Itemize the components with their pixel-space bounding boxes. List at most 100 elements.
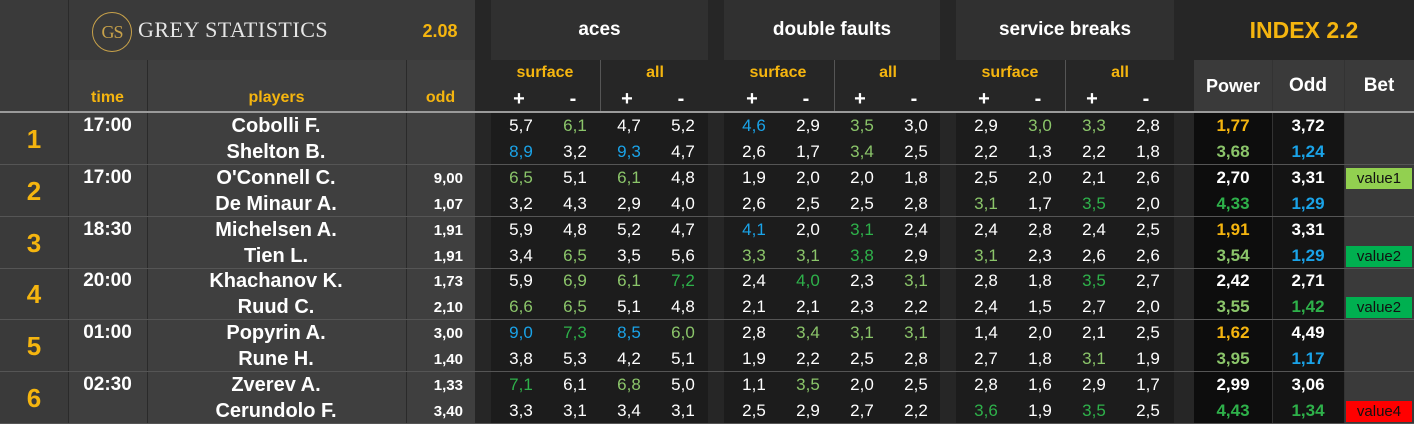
divider (1344, 60, 1345, 424)
index-odd-value: 3,31 (1291, 220, 1325, 239)
divider (406, 60, 407, 424)
match-number: 4 (26, 278, 42, 309)
index-odd-value: 4,49 (1291, 323, 1325, 342)
stat-value: 1,9 (1028, 401, 1052, 420)
divider (1272, 60, 1273, 424)
stat-value: 4,2 (617, 349, 641, 368)
stat-value: 3,3 (509, 401, 533, 420)
stat-value: 2,9 (904, 246, 928, 265)
player-odd: 1,40 (433, 350, 463, 368)
stat-value: 2,5 (1136, 220, 1160, 239)
stat-value: 5,0 (671, 375, 695, 394)
stat-value: 6,1 (617, 168, 641, 187)
player-name: Cobolli F. (231, 114, 321, 137)
stat-value: 1,3 (1028, 142, 1052, 161)
stat-value: 7,2 (671, 271, 695, 290)
power-value: 3,54 (1216, 246, 1250, 265)
row-divider (0, 319, 1414, 320)
player-odd: 1,73 (433, 272, 463, 290)
power-value: 4,43 (1216, 401, 1250, 420)
col-odd: odd (425, 89, 456, 106)
player-odd: 2,10 (433, 298, 463, 316)
stat-value: 9,0 (509, 323, 533, 342)
stat-value: 4,3 (563, 194, 587, 213)
player-name: Cerundolo F. (215, 399, 337, 422)
stat-value: 3,6 (974, 401, 998, 420)
power-value: 1,77 (1216, 116, 1250, 135)
player-name: Tien L. (243, 244, 309, 267)
index-odd-value: 2,71 (1291, 271, 1325, 290)
stat-value: 3,3 (742, 246, 766, 265)
player-odd: 9,00 (433, 169, 463, 187)
stat-value: 6,1 (563, 116, 587, 135)
match-time: 01:00 (83, 322, 132, 343)
brand-name: GREY STATISTICS (138, 17, 329, 42)
match-number: 6 (26, 382, 42, 413)
plus-sign: + (746, 87, 758, 110)
stat-value: 3,2 (509, 194, 533, 213)
stat-value: 2,6 (1136, 168, 1160, 187)
stat-value: 4,7 (617, 116, 641, 135)
stat-value: 3,5 (617, 246, 641, 265)
stat-value: 5,7 (509, 116, 533, 135)
player-name: Khachanov K. (209, 269, 343, 292)
player-name: Michelsen A. (215, 218, 337, 241)
divider (834, 60, 835, 112)
stat-value: 2,2 (1082, 142, 1106, 161)
plus-sign: + (854, 87, 866, 110)
plus-sign: + (978, 87, 990, 110)
stat-value: 6,1 (617, 271, 641, 290)
stat-value: 1,4 (974, 323, 998, 342)
stat-value: 2,3 (1028, 246, 1052, 265)
stat-value: 3,8 (850, 246, 874, 265)
stat-value: 1,9 (742, 168, 766, 187)
minus-sign: - (569, 87, 577, 110)
stat-value: 1,5 (1028, 297, 1052, 316)
stat-value: 2,0 (796, 168, 820, 187)
minus-sign: - (1034, 87, 1042, 110)
player-name: De Minaur A. (215, 192, 337, 215)
stat-value: 3,1 (904, 323, 928, 342)
stat-value: 3,1 (904, 271, 928, 290)
stat-value: 2,8 (904, 194, 928, 213)
stat-value: 1,7 (796, 142, 820, 161)
plus-sign: + (513, 87, 525, 110)
stat-value: 6,0 (671, 323, 695, 342)
stat-value: 2,1 (796, 297, 820, 316)
stat-value: 3,4 (850, 142, 874, 161)
stat-value: 3,0 (1028, 116, 1052, 135)
stat-value: 2,0 (1136, 194, 1160, 213)
stat-value: 4,8 (671, 297, 695, 316)
subhead-surface: surface (749, 64, 807, 81)
index-odd-value: 3,72 (1291, 116, 1325, 135)
stat-value: 2,0 (850, 168, 874, 187)
stat-value: 3,4 (509, 246, 533, 265)
stat-value: 4,8 (671, 168, 695, 187)
stat-value: 1,7 (1136, 375, 1160, 394)
match-number: 2 (26, 175, 42, 206)
index-odd-value: 3,06 (1291, 375, 1325, 394)
index-title: INDEX 2.2 (1249, 16, 1359, 43)
version-label: 2.08 (422, 20, 458, 41)
stat-value: 2,6 (742, 194, 766, 213)
stat-value: 2,4 (904, 220, 928, 239)
player-odd: 1,91 (433, 247, 463, 265)
stat-value: 3,1 (974, 194, 998, 213)
stat-value: 4,0 (796, 271, 820, 290)
match-number: 3 (26, 227, 42, 258)
index-odd-value: 1,29 (1291, 246, 1325, 265)
stat-value: 2,5 (904, 375, 928, 394)
player-name: Rune H. (238, 347, 314, 370)
separator (708, 0, 724, 424)
minus-sign: - (910, 87, 918, 110)
separator (475, 0, 491, 424)
stat-value: 4,6 (742, 116, 766, 135)
bet-badge: value1 (1346, 168, 1412, 189)
stat-value: 1,9 (1136, 349, 1160, 368)
stat-value: 2,9 (1082, 375, 1106, 394)
service-breaks-head-bg (956, 0, 1174, 60)
index-odd-value: 1,34 (1291, 401, 1325, 420)
player-odd: 1,33 (433, 376, 463, 394)
player-name: Ruud C. (237, 295, 315, 318)
power-value: 2,70 (1216, 168, 1250, 187)
